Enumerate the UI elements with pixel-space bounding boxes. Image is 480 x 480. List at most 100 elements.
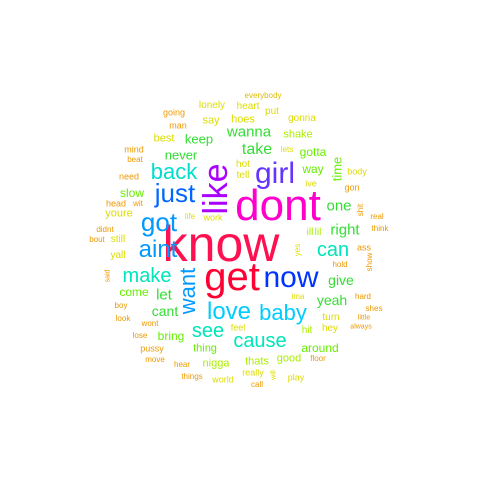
word-never: never bbox=[164, 147, 198, 163]
word-body: body bbox=[347, 166, 367, 177]
word-tell: tell bbox=[236, 170, 250, 181]
word-make: make bbox=[122, 265, 172, 287]
word-little: little bbox=[357, 314, 371, 322]
word-work: work bbox=[203, 212, 223, 223]
word-floor: floor bbox=[310, 354, 326, 363]
word-always: always bbox=[350, 323, 372, 331]
word-know: know bbox=[162, 216, 280, 272]
word-let: let bbox=[156, 286, 172, 304]
word-shes: shes bbox=[365, 304, 383, 313]
word-man: man bbox=[169, 120, 187, 131]
word-got: got bbox=[140, 207, 178, 237]
word-think: think bbox=[371, 224, 389, 233]
word-come: come bbox=[119, 285, 149, 299]
word-youre: youre bbox=[105, 207, 133, 220]
word-one: one bbox=[326, 197, 352, 215]
word-slow: slow bbox=[119, 186, 145, 200]
word-turn: turn bbox=[322, 312, 340, 323]
word-mind: mind bbox=[124, 144, 144, 155]
word-hit: hit bbox=[301, 325, 313, 336]
word-gonna: gonna bbox=[288, 113, 316, 124]
word-yeah: yeah bbox=[316, 292, 348, 308]
word-going: going bbox=[162, 107, 186, 118]
word-girl: girl bbox=[254, 157, 296, 190]
word-real: real bbox=[370, 212, 384, 221]
word-give: give bbox=[328, 272, 354, 288]
word-still: still bbox=[110, 234, 126, 245]
word-yes: yes bbox=[293, 243, 302, 257]
word-feel: feel bbox=[230, 322, 246, 333]
word-head: head bbox=[105, 198, 127, 209]
word-move: move bbox=[145, 355, 165, 364]
word-thats: thats bbox=[245, 355, 269, 368]
word-wit: wit bbox=[133, 199, 143, 208]
word-lonely: lonely bbox=[198, 100, 226, 111]
word-put: put bbox=[265, 106, 279, 117]
word-shit: shit bbox=[356, 203, 365, 217]
word-look: look bbox=[115, 314, 131, 323]
word-thing: thing bbox=[193, 342, 217, 355]
word-world: world bbox=[212, 374, 234, 385]
word-gon: gon bbox=[344, 182, 360, 193]
word-life: life bbox=[184, 212, 196, 221]
word-hear: hear bbox=[173, 360, 191, 369]
word-just: just bbox=[154, 178, 196, 208]
word-take: take bbox=[241, 141, 273, 158]
word-hold: hold bbox=[332, 260, 348, 269]
word-dont: dont bbox=[235, 181, 321, 230]
word-didnt: didnt bbox=[96, 225, 114, 234]
word-good: good bbox=[276, 352, 302, 365]
word-beat: beat bbox=[127, 155, 143, 164]
word-cause: cause bbox=[233, 330, 287, 352]
word-around: around bbox=[301, 341, 339, 355]
word-shake: shake bbox=[283, 128, 313, 141]
word-want: want bbox=[175, 267, 200, 315]
word-back: back bbox=[150, 159, 198, 184]
word-keep: keep bbox=[184, 131, 214, 147]
word-love: love bbox=[206, 298, 252, 325]
word-hoes: hoes bbox=[231, 113, 255, 126]
word-see: see bbox=[191, 320, 225, 342]
word-bout: bout bbox=[89, 235, 105, 244]
word-ive: ive bbox=[305, 178, 317, 189]
word-pussy: pussy bbox=[140, 343, 164, 354]
word-call: call bbox=[250, 380, 264, 389]
word-can: can bbox=[316, 239, 350, 261]
word-ill: ill bbox=[306, 227, 314, 238]
word-yall: yall bbox=[110, 250, 126, 261]
word-cant: cant bbox=[151, 303, 179, 319]
word-said: said bbox=[104, 269, 112, 283]
word-need: need bbox=[118, 171, 140, 182]
word-lose: lose bbox=[132, 331, 148, 340]
word-way: way bbox=[302, 162, 324, 176]
word-lets: lets bbox=[280, 145, 294, 154]
word-heart: heart bbox=[236, 101, 260, 112]
word-ima: ima bbox=[291, 292, 305, 301]
word-wanna: wanna bbox=[226, 123, 272, 141]
word-really: really bbox=[242, 367, 264, 378]
word-play: play bbox=[287, 372, 305, 383]
word-show: show bbox=[365, 252, 374, 272]
word-aint: aint bbox=[138, 236, 178, 263]
word-like: like bbox=[197, 163, 235, 215]
word-baby: baby bbox=[259, 300, 307, 325]
word-time: time bbox=[329, 156, 345, 182]
word-lil: lil bbox=[314, 227, 322, 238]
word-hot: hot bbox=[236, 159, 250, 170]
word-bring: bring bbox=[157, 329, 185, 343]
word-get: get bbox=[204, 255, 260, 299]
word-now: now bbox=[263, 261, 319, 294]
word-everybody: everybody bbox=[244, 91, 282, 100]
word-boy: boy bbox=[114, 301, 128, 310]
word-will: will bbox=[270, 370, 278, 380]
word-things: things bbox=[181, 372, 203, 381]
word-hey: hey bbox=[321, 323, 339, 334]
word-gotta: gotta bbox=[299, 145, 327, 159]
word-best: best bbox=[153, 132, 175, 145]
word-say: say bbox=[202, 114, 220, 127]
word-wont: wont bbox=[141, 319, 159, 328]
word-hard: hard bbox=[354, 292, 372, 301]
word-ass: ass bbox=[356, 242, 372, 253]
word-nigga: nigga bbox=[202, 357, 230, 370]
